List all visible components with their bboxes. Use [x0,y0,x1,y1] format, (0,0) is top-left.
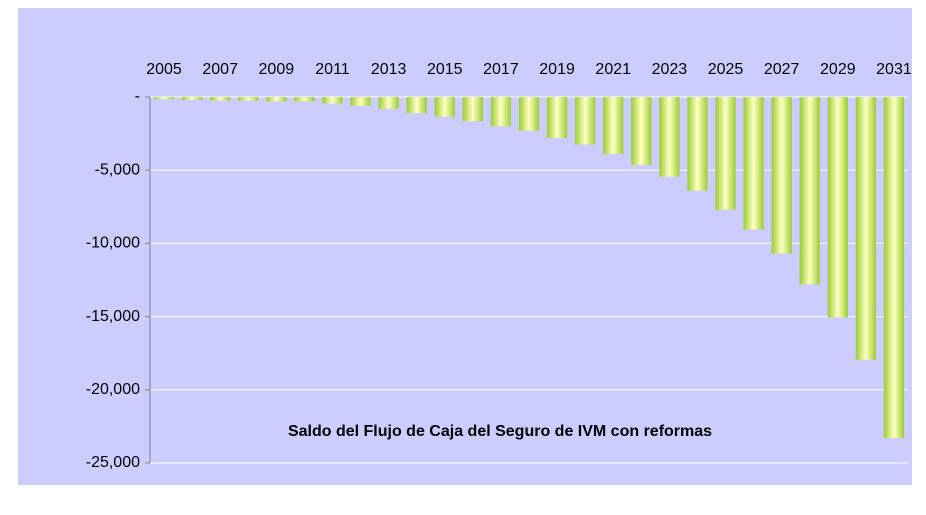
x-tick-label: 2015 [427,61,463,78]
bar [406,97,427,114]
x-tick-label: 2025 [708,61,744,78]
bar [182,97,203,100]
bar [687,97,708,191]
bar [378,97,399,109]
bar [322,97,343,104]
y-tick-label: -5,000 [95,161,140,178]
bar [603,97,624,155]
bar [153,97,175,100]
x-tick-label: 2019 [539,61,575,78]
y-tick-label: -25,000 [86,454,140,471]
x-tick-label: 2027 [764,61,800,78]
y-tick-label: -10,000 [86,235,140,252]
bar [799,97,820,285]
bar [743,97,764,230]
y-tick-label: -20,000 [86,381,140,398]
x-tick-label: 2013 [371,61,407,78]
bar [771,97,792,254]
bar [883,97,905,439]
bar [294,97,315,102]
bar [631,97,652,166]
bar [518,97,540,131]
bar [350,97,371,106]
bar [210,97,231,101]
x-tick-label: 2011 [315,61,350,78]
bar [575,97,596,145]
bar [434,97,455,117]
x-tick-label: 2031 [876,61,912,78]
bar [855,97,876,360]
bar [715,97,736,210]
x-tick-label: 2017 [483,61,519,78]
bar [546,97,568,138]
bar [238,97,259,101]
plot-background [18,8,912,485]
y-tick-label: - [135,88,140,105]
x-tick-label: 2021 [595,61,631,78]
x-tick-label: 2023 [652,61,688,78]
x-tick-label: 2007 [202,61,238,78]
x-tick-label: 2009 [259,61,295,78]
chart-title: Saldo del Flujo de Caja del Seguro de IV… [288,423,712,440]
x-tick-label: 2029 [820,61,856,78]
y-tick-label: -15,000 [86,308,140,325]
bar [266,97,287,102]
bar [827,97,848,318]
bar [490,97,512,127]
x-tick-label: 2005 [146,61,182,78]
bar [462,97,483,122]
bar [659,97,680,177]
